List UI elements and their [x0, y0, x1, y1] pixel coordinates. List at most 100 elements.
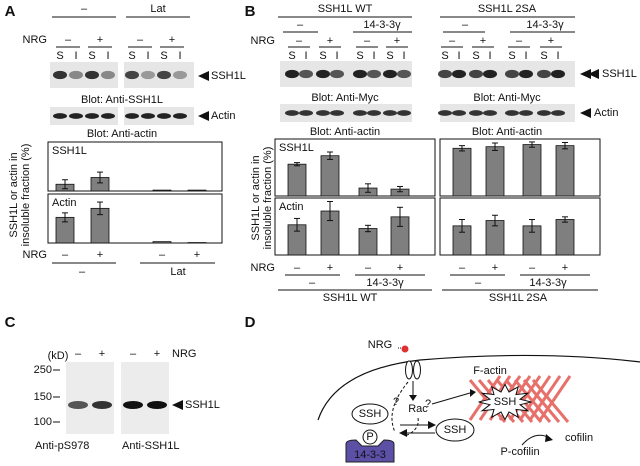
label: ?: [425, 398, 431, 410]
band: [452, 69, 466, 79]
label: Anti-SSH1L: [122, 440, 179, 452]
bar: [287, 163, 307, 197]
arrow-dashed: [391, 381, 409, 433]
panel-label: C: [5, 314, 16, 331]
label: S: [356, 50, 363, 62]
label: –: [81, 3, 88, 15]
label: I: [106, 50, 109, 62]
band: [53, 70, 67, 80]
label: 14-3-3γ: [366, 277, 404, 289]
label: Blot: Anti-Myc: [473, 92, 541, 104]
label: Blot: Anti-Myc: [311, 92, 379, 104]
blot: [66, 362, 114, 434]
band: [367, 110, 381, 116]
label: +: [169, 34, 175, 46]
label: S: [508, 50, 515, 62]
label: 14-3-3γ: [363, 19, 401, 31]
label: NRG: [23, 249, 47, 261]
label: S: [56, 50, 63, 62]
label: –: [475, 277, 482, 289]
band: [85, 113, 99, 119]
actin-filament: [518, 375, 552, 421]
error-bar: [492, 142, 498, 151]
label: Actin: [211, 110, 235, 122]
protein-14-3-3: [345, 439, 395, 463]
label: I: [304, 50, 307, 62]
label: Actin: [594, 107, 618, 119]
error-bar: [459, 145, 465, 152]
actin-filament: [528, 375, 562, 421]
label: NRG: [251, 35, 275, 47]
label: Lat: [170, 266, 185, 278]
phospho: [362, 429, 378, 445]
band: [157, 113, 171, 119]
label: SSH: [494, 396, 517, 408]
label: –: [297, 19, 304, 31]
label: 14-3-3γ: [529, 277, 567, 289]
error-bar: [562, 216, 568, 223]
label: Blot: Anti-actin: [472, 126, 542, 138]
bar: [485, 146, 505, 197]
band: [519, 69, 533, 79]
plot-frame: [47, 141, 223, 192]
error-bar: [62, 212, 68, 223]
actin-filament: [538, 375, 572, 421]
label: Rac: [408, 403, 428, 415]
arrow: [172, 400, 183, 410]
band: [519, 110, 533, 116]
blot: [121, 362, 169, 434]
band: [438, 110, 452, 116]
label: Lat: [150, 3, 165, 15]
x-tick-label: +: [492, 262, 498, 274]
band: [505, 110, 519, 116]
band: [173, 70, 187, 80]
band: [330, 110, 344, 116]
label: 14-3-3: [354, 449, 386, 461]
label: –: [309, 277, 316, 289]
x-tick-label: +: [562, 262, 568, 274]
x-tick-label: –: [294, 262, 301, 274]
arrow: [545, 434, 553, 442]
arrow: [588, 69, 599, 79]
plot-frame: [439, 138, 601, 197]
band: [397, 110, 411, 116]
label: –: [516, 35, 523, 47]
error-bar: [492, 214, 498, 227]
y-axis-label-line: SSH1L or actin in: [250, 155, 262, 240]
error-bar: [397, 185, 403, 193]
arrow: [399, 429, 407, 437]
label: I: [372, 50, 375, 62]
error-bar: [459, 218, 465, 233]
band: [483, 110, 497, 116]
arrow: [580, 108, 591, 118]
label: S: [319, 50, 326, 62]
ligand: [401, 345, 409, 353]
band: [141, 70, 155, 80]
panel-label: B: [245, 3, 256, 20]
panel-label: A: [5, 3, 16, 20]
label: +: [327, 35, 333, 47]
bar: [187, 189, 207, 192]
band: [452, 110, 466, 116]
label: –: [130, 348, 137, 360]
y-axis-label-line: insoluble fraction (%): [20, 144, 32, 247]
label: I: [524, 50, 527, 62]
x-tick-label: +: [327, 262, 333, 274]
label: SSH1L WT: [318, 3, 373, 15]
band: [367, 69, 381, 79]
label: P-cofilin: [500, 446, 539, 458]
bar: [555, 145, 575, 197]
x-tick-label: –: [529, 262, 536, 274]
label: +: [480, 35, 486, 47]
band: [316, 69, 330, 79]
error-bar: [62, 179, 68, 190]
label: S: [472, 50, 479, 62]
error-bar: [294, 162, 300, 167]
label: S: [386, 50, 393, 62]
band: [483, 69, 497, 79]
band: [53, 113, 67, 119]
band: [397, 69, 411, 79]
membrane: [317, 354, 640, 421]
band: [353, 110, 367, 116]
band: [537, 69, 551, 79]
